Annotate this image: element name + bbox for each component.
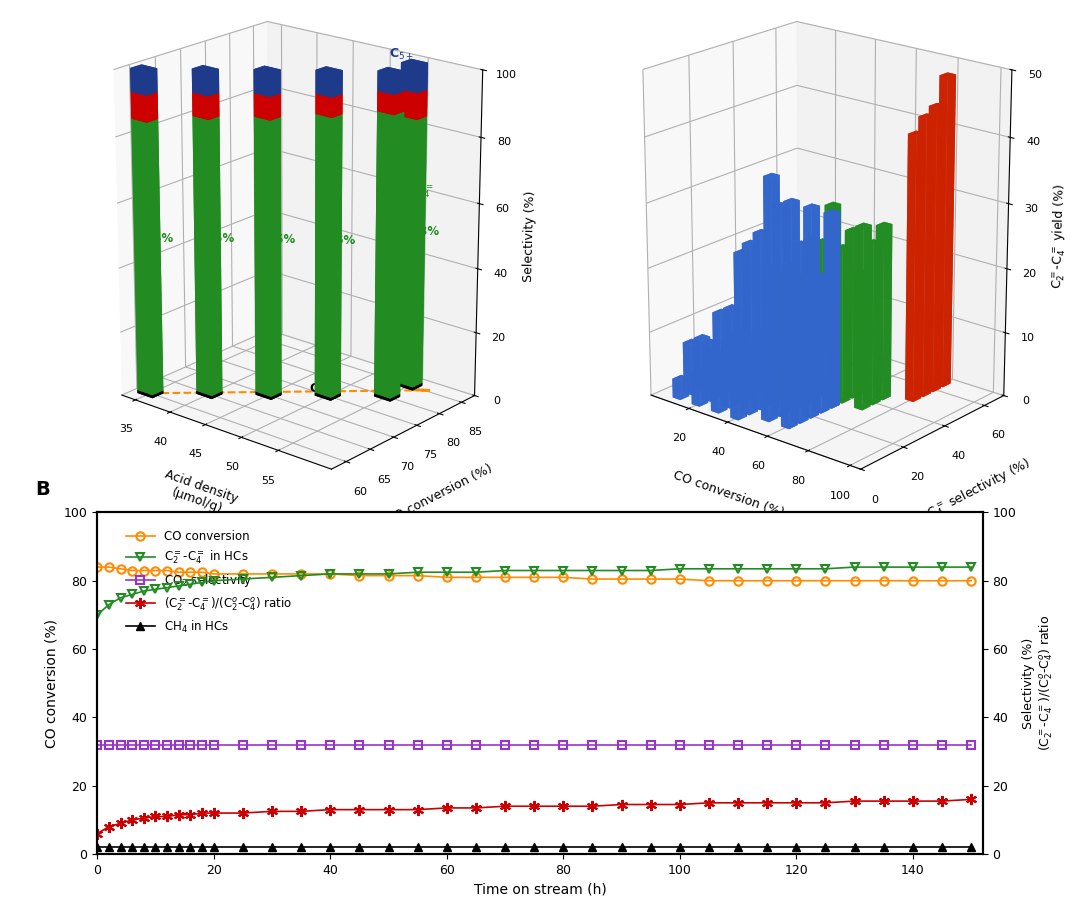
Legend: CO conversion, C$_2^=$-C$_4^=$ in HCs, CO$_2$ selectivity, (C$_2^=$-C$_4^=$)/(C$: CO conversion, C$_2^=$-C$_4^=$ in HCs, C…	[121, 525, 297, 639]
Text: C$_2^=$-C$_4^=$: C$_2^=$-C$_4^=$	[389, 183, 434, 200]
Y-axis label: C$_2^=$-C$_4^=$ selectivity (%): C$_2^=$-C$_4^=$ selectivity (%)	[903, 455, 1035, 534]
X-axis label: Time on stream (h): Time on stream (h)	[474, 882, 606, 896]
Text: C$_2^o$-C$_4^o$: C$_2^o$-C$_4^o$	[389, 80, 426, 98]
X-axis label: Acid density
(μmol/g): Acid density (μmol/g)	[159, 467, 240, 520]
Text: C$_{5+}$: C$_{5+}$	[389, 48, 414, 62]
Y-axis label: CO conversion (%): CO conversion (%)	[44, 619, 58, 748]
X-axis label: CO conversion (%): CO conversion (%)	[671, 468, 785, 520]
Text: B: B	[36, 480, 50, 499]
Y-axis label: Selectivity (%)
(C$_2^=$-C$_4^=$)/(C$_2^o$-C$_4^o$) ratio: Selectivity (%) (C$_2^=$-C$_4^=$)/(C$_2^…	[1022, 615, 1055, 752]
Y-axis label: CO conversion (%): CO conversion (%)	[386, 462, 495, 527]
